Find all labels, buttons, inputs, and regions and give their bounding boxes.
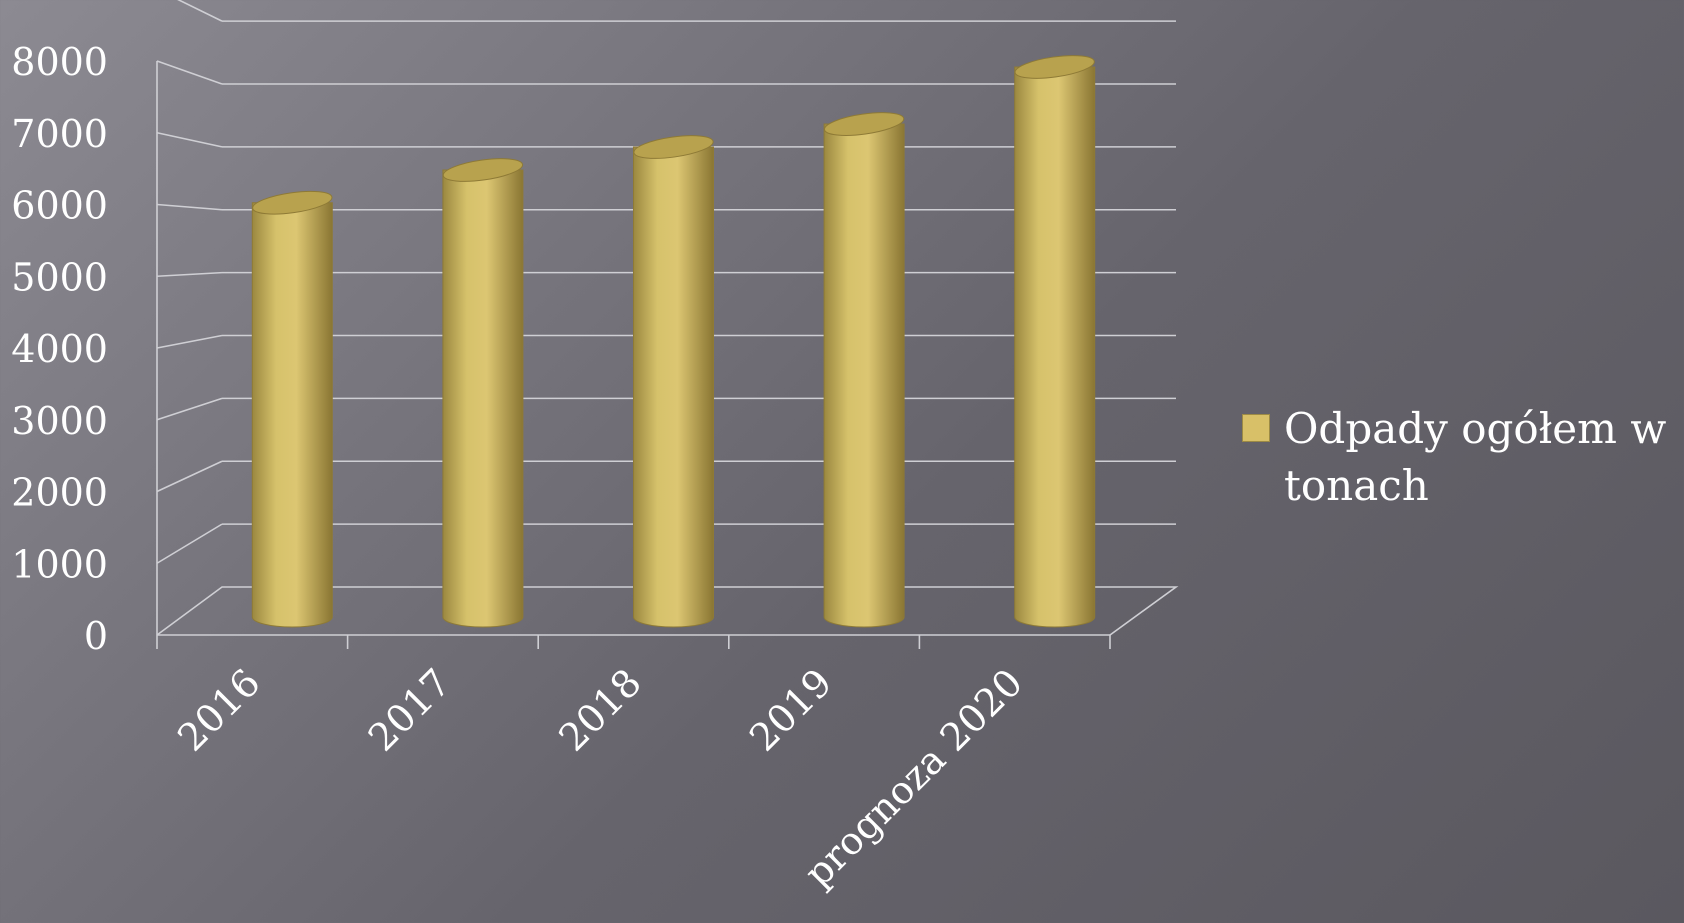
gridline-side	[156, 334, 223, 349]
y-tick-label: 8000	[11, 40, 108, 84]
bar-top	[252, 190, 333, 215]
gridline-side	[156, 131, 223, 148]
legend-swatch	[1242, 414, 1270, 442]
gridline-side	[156, 271, 223, 278]
bar-top	[633, 135, 714, 159]
gridline-side	[156, 460, 223, 493]
bar-top	[823, 112, 905, 136]
bar-body	[251, 202, 333, 628]
bar-top	[442, 158, 524, 182]
y-axis-ticks: 0 1000 2000 3000 4000 5000 6000 7000 8000	[11, 40, 108, 658]
y-tick-label: 5000	[11, 255, 108, 299]
bar	[1014, 55, 1096, 628]
bar	[633, 135, 714, 628]
x-tick-label: 2018	[550, 660, 650, 760]
legend: Odpady ogółem w tonach	[1242, 400, 1684, 514]
gridline-side	[156, 60, 223, 85]
bar-body	[1014, 66, 1096, 628]
bar-body	[442, 169, 524, 628]
y-tick-label: 1000	[11, 542, 108, 586]
gridline-side	[156, 523, 223, 564]
bars-layer	[251, 55, 1096, 628]
gridline-side	[156, 397, 223, 421]
bar	[823, 112, 905, 628]
y-tick-label: 7000	[11, 112, 108, 156]
x-tick-label: 2017	[360, 660, 460, 760]
bar-body	[823, 123, 905, 628]
gridline-side	[156, 203, 223, 211]
y-tick-label: 3000	[11, 399, 108, 443]
y-tick-label: 4000	[11, 327, 108, 371]
gridline-side	[177, 0, 223, 22]
y-tick-label: 2000	[11, 471, 108, 515]
x-tick-label: 2019	[741, 660, 841, 760]
bar	[251, 190, 333, 628]
x-tick-label: 2016	[169, 660, 269, 760]
bar-body	[633, 146, 714, 628]
y-tick-label: 0	[84, 614, 108, 658]
y-tick-label: 6000	[11, 184, 108, 228]
bar	[442, 158, 524, 628]
legend-label: Odpady ogółem w tonach	[1284, 404, 1667, 510]
bar-top	[1014, 55, 1095, 79]
